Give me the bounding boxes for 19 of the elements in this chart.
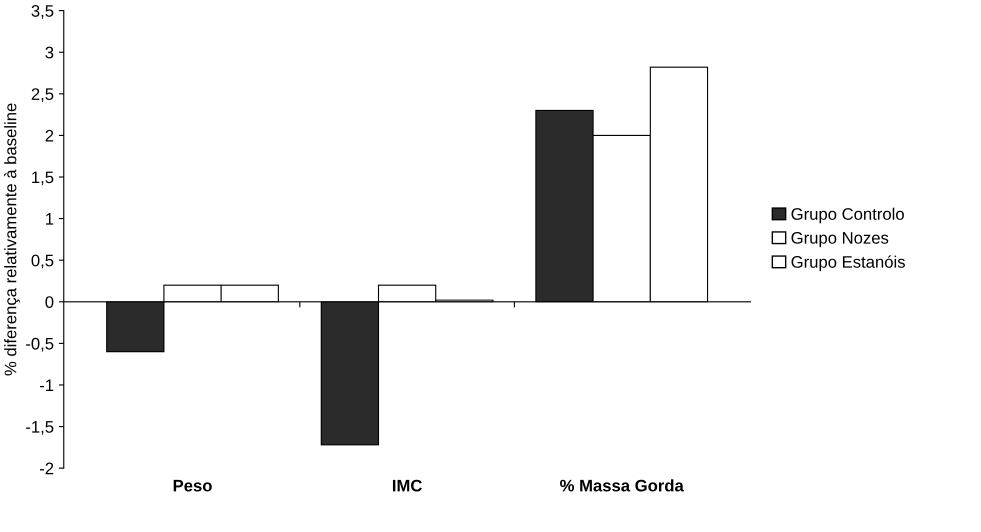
x-tick-label: IMC: [392, 480, 422, 492]
y-tick-label: -1,5: [26, 421, 54, 435]
y-tick-label: 3,5: [32, 5, 54, 19]
y-tick-label: 0: [45, 296, 54, 308]
y-tick-label: -1: [40, 380, 54, 392]
x-tick-label: Peso: [174, 480, 212, 492]
y-tick-label: 0,5: [32, 254, 54, 268]
legend-label: Grupo Nozes: [792, 232, 888, 248]
y-tick-label: -0,5: [26, 338, 54, 352]
y-axis-title: % diferença relativamente à baseline: [4, 103, 20, 376]
legend-label: Grupo Controlo: [792, 208, 904, 224]
x-tick-label: % Massa Gorda: [560, 479, 684, 492]
y-tick-label: 3: [45, 46, 54, 58]
y-tick-label: 2,5: [32, 88, 54, 102]
y-tick-label: 1,5: [32, 172, 54, 186]
y-tick-label: -2: [40, 462, 54, 474]
legend-label: Grupo Estanóis: [792, 255, 905, 272]
y-tick-label: 2: [46, 130, 54, 142]
y-tick-label: 1: [46, 213, 54, 225]
